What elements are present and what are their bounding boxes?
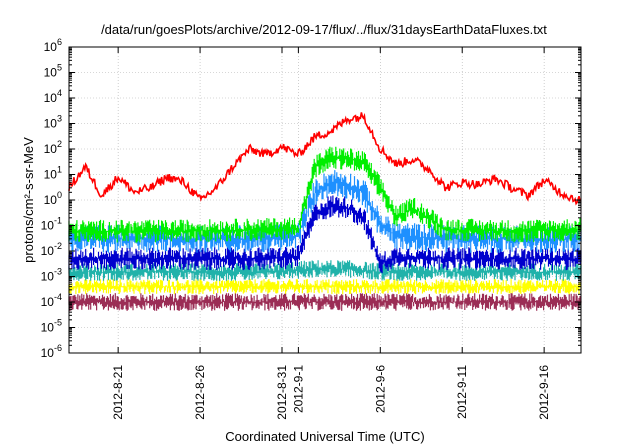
x-tick-label: 2012-8-31 bbox=[275, 365, 289, 420]
x-tick-label: 2012-8-21 bbox=[111, 365, 125, 420]
y-axis-label: protons/cm²-s-sr-MeV bbox=[21, 137, 36, 263]
y-tick-label: 10-5 bbox=[41, 318, 62, 335]
series-0-trace bbox=[68, 112, 582, 206]
x-tick-label: 2012-9-1 bbox=[291, 365, 305, 413]
y-tick-label: 10-6 bbox=[41, 343, 62, 360]
x-tick-label: 2012-9-16 bbox=[537, 365, 551, 420]
series-6-trace bbox=[68, 293, 582, 311]
y-tick-label: 103 bbox=[44, 114, 62, 131]
y-tick-label: 100 bbox=[44, 190, 62, 207]
y-tick-label: 101 bbox=[44, 165, 62, 182]
x-tick-label: 2012-8-26 bbox=[193, 365, 207, 420]
y-tick-label: 104 bbox=[44, 88, 62, 105]
y-tick-label: 106 bbox=[44, 37, 62, 54]
y-tick-label: 10-4 bbox=[41, 292, 62, 309]
grid-lines bbox=[69, 47, 581, 353]
y-tick-label: 105 bbox=[44, 63, 62, 80]
y-tick-label: 10-2 bbox=[41, 241, 62, 258]
y-tick-label: 10-1 bbox=[41, 216, 62, 233]
x-axis-label: Coordinated Universal Time (UTC) bbox=[225, 429, 424, 444]
series-lines bbox=[68, 112, 582, 206]
chart-title: /data/run/goesPlots/archive/2012-09-17/f… bbox=[101, 22, 547, 37]
y-tick-label: 10-3 bbox=[41, 267, 62, 284]
y-tick-label: 102 bbox=[44, 139, 62, 156]
x-tick-label: 2012-9-11 bbox=[455, 365, 469, 419]
y-axis-ticks: 10-6 10-5 10-4 10-3 10-2 10-1 100 101 102 103 104 1… bbox=[41, 37, 581, 360]
x-tick-label: 2012-9-6 bbox=[373, 365, 387, 413]
series-5-trace bbox=[68, 279, 582, 295]
x-axis-ticks: 2012-8-21 2012-8-26 2012-8-31 2012-9-1 2012-… bbox=[111, 47, 551, 420]
series-bands bbox=[68, 146, 582, 311]
